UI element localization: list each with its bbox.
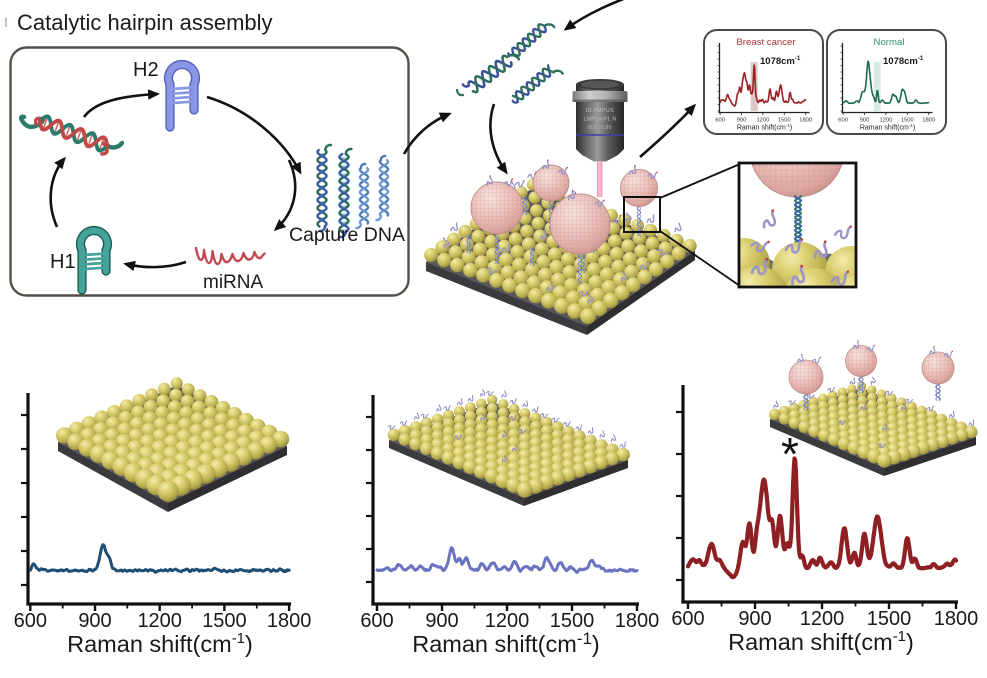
svg-text:600: 600	[360, 610, 393, 632]
svg-text:Catalytic hairpin assembly: Catalytic hairpin assembly	[17, 10, 273, 35]
svg-text:Breast cancer: Breast cancer	[736, 37, 796, 48]
svg-text:1800: 1800	[799, 118, 812, 124]
svg-text:600: 600	[838, 118, 848, 124]
svg-text:1800: 1800	[615, 610, 660, 632]
svg-text:1800: 1800	[922, 118, 935, 124]
svg-text:H1: H1	[50, 251, 76, 273]
svg-text:Capture DNA: Capture DNA	[289, 224, 405, 246]
svg-text:OLYMPUS: OLYMPUS	[586, 108, 615, 114]
svg-text:600: 600	[715, 118, 725, 124]
svg-text:1500: 1500	[778, 118, 791, 124]
svg-text:1800: 1800	[267, 610, 312, 632]
svg-text:1500: 1500	[901, 118, 914, 124]
svg-text:Raman shift(cm-1): Raman shift(cm-1)	[737, 123, 792, 132]
svg-text:1200: 1200	[137, 610, 182, 632]
svg-text:miRNA: miRNA	[203, 272, 263, 293]
svg-text:1200: 1200	[879, 118, 892, 124]
svg-text:900: 900	[860, 118, 870, 124]
svg-text:900: 900	[425, 610, 458, 632]
svg-text:900: 900	[78, 610, 111, 632]
svg-text:H2: H2	[133, 59, 159, 81]
svg-text:1078cm-1: 1078cm-1	[883, 55, 924, 67]
svg-text:600: 600	[671, 608, 704, 630]
svg-text:*: *	[781, 428, 799, 480]
svg-text:1200: 1200	[756, 118, 769, 124]
svg-text:Raman shift(cm-1): Raman shift(cm-1)	[860, 123, 915, 132]
svg-text:1500: 1500	[202, 610, 247, 632]
svg-text:1078cm-1: 1078cm-1	[760, 55, 801, 67]
svg-text:900: 900	[738, 608, 771, 630]
svg-text:Raman shift(cm-1): Raman shift(cm-1)	[67, 630, 253, 657]
svg-text:Raman shift(cm-1): Raman shift(cm-1)	[728, 628, 914, 655]
svg-text:Normal: Normal	[874, 37, 905, 48]
svg-text:LMPLanFL N: LMPLanFL N	[584, 117, 617, 123]
svg-text:900: 900	[737, 118, 747, 124]
svg-text:1200: 1200	[800, 608, 845, 630]
svg-text:1500: 1500	[867, 608, 912, 630]
svg-text:1500: 1500	[550, 610, 595, 632]
svg-text:Raman shift(cm-1): Raman shift(cm-1)	[412, 629, 600, 657]
svg-text:1800: 1800	[934, 608, 979, 630]
svg-text:60x /0.90: 60x /0.90	[588, 125, 612, 131]
svg-text:600: 600	[14, 610, 47, 632]
svg-text:1200: 1200	[485, 610, 530, 632]
